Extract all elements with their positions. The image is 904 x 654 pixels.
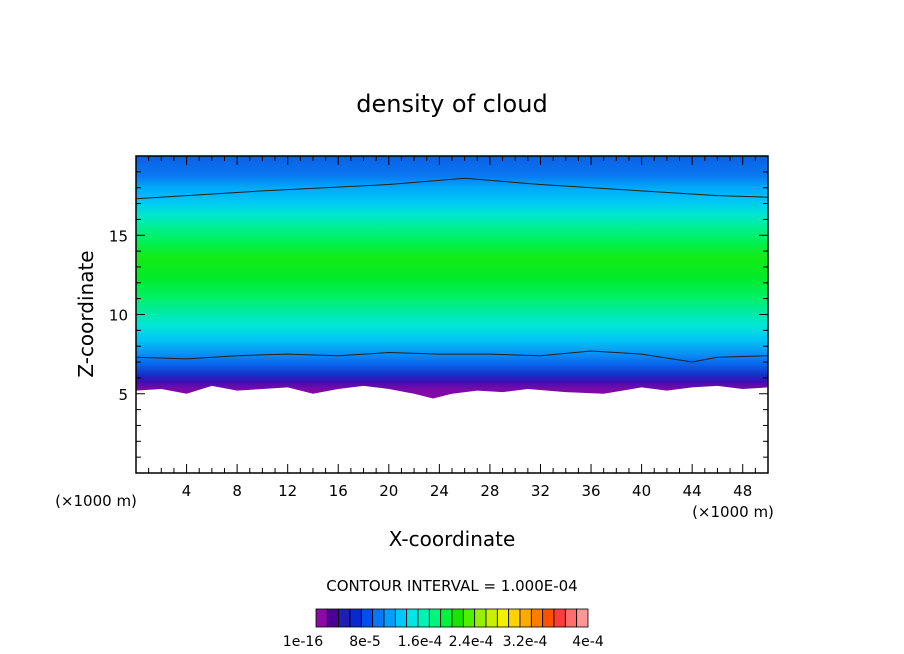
colorbar-swatch: [383, 608, 396, 628]
x-tick-label: 40: [632, 482, 651, 500]
chart-title: density of cloud: [356, 90, 547, 118]
cloud-field: [136, 156, 768, 399]
colorbar-swatch: [451, 608, 464, 628]
x-tick-label: 24: [430, 482, 449, 500]
colorbar-swatch: [496, 608, 510, 628]
colorbar-swatch: [417, 608, 430, 628]
x-axis-label: X-coordinate: [389, 527, 516, 551]
contour-interval-text: CONTOUR INTERVAL = 1.000E-04: [326, 577, 577, 595]
colorbar-swatch: [519, 608, 532, 628]
colorbar-swatch: [394, 608, 408, 628]
colorbar: 1e-16 8e-5 1.6e-4 2.4e-4 3.2e-4 4e-4: [283, 608, 604, 650]
colorbar-swatch: [372, 608, 385, 628]
colorbar-label: 3.2e-4: [503, 634, 548, 650]
x-tick-label: 20: [379, 482, 398, 500]
colorbar-swatch: [576, 608, 589, 628]
colorbar-swatch: [485, 608, 498, 628]
y-axis-label: Z-coordinate: [74, 250, 98, 377]
colorbar-swatch: [474, 608, 487, 628]
colorbar-swatch: [564, 608, 578, 628]
plot-area: [136, 156, 768, 399]
colorbar-swatch: [315, 608, 328, 628]
colorbar-label: 8e-5: [349, 634, 380, 650]
colorbar-swatch: [326, 608, 340, 628]
lower-contour-line: [136, 350, 768, 363]
colorbar-swatch: [428, 608, 442, 628]
colorbar-swatch: [508, 608, 521, 628]
colorbar-label: 2.4e-4: [449, 634, 494, 650]
x-tick-label: 28: [480, 482, 499, 500]
colorbar-swatch: [553, 608, 566, 628]
x-unit-right: (×1000 m): [692, 503, 774, 521]
colorbar-label: 1e-16: [283, 634, 323, 650]
x-tick-label: 4: [182, 482, 192, 500]
colorbar-swatch: [406, 608, 419, 628]
colorbar-label: 1.6e-4: [398, 634, 443, 650]
colorbar-swatch: [338, 608, 351, 628]
x-tick-label: 12: [278, 482, 297, 500]
y-tick-label: 5: [118, 386, 128, 404]
x-unit-left: (×1000 m): [55, 492, 137, 510]
x-tick-label: 36: [581, 482, 600, 500]
colorbar-swatch: [349, 608, 362, 628]
x-tick-label: 16: [329, 482, 348, 500]
colorbar-label: 4e-4: [572, 634, 604, 650]
x-tick-label: 48: [733, 482, 752, 500]
x-tick-label: 8: [232, 482, 242, 500]
colorbar-swatch: [530, 608, 544, 628]
x-tick-label: 32: [531, 482, 550, 500]
x-tick-label: 44: [683, 482, 702, 500]
upper-contour-line: [136, 177, 768, 200]
colorbar-swatch: [542, 608, 555, 628]
colorbar-swatch: [360, 608, 374, 628]
y-tick-label: 10: [109, 307, 128, 325]
colorbar-swatch: [440, 608, 453, 628]
y-tick-label: 15: [109, 227, 128, 245]
colorbar-swatch: [462, 608, 476, 628]
